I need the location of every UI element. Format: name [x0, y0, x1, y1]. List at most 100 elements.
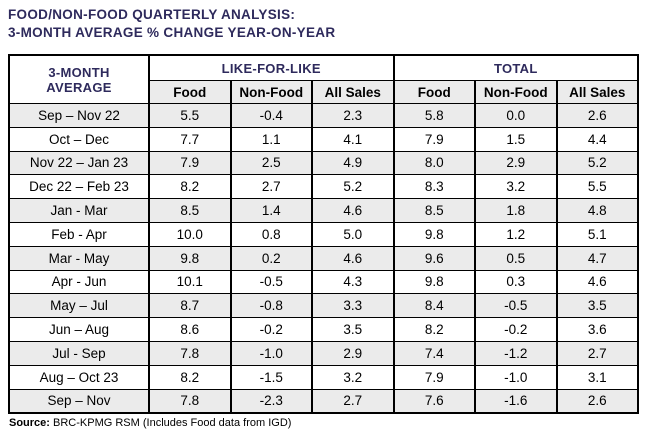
value-cell: 3.2: [311, 364, 395, 390]
value-cell: 7.7: [148, 126, 232, 152]
value-cell: 8.2: [148, 174, 232, 200]
value-cell: 9.8: [392, 221, 476, 247]
value-cell: 5.5: [555, 174, 639, 200]
value-cell: -1.2: [474, 340, 558, 366]
value-cell: 0.3: [474, 269, 558, 295]
column-header-total-allsales: All Sales: [555, 80, 639, 104]
corner-header-label: 3-MONTH AVERAGE: [46, 64, 112, 95]
column-header-lfl-allsales: All Sales: [311, 80, 395, 104]
value-cell: 4.7: [555, 245, 639, 271]
column-header-row: Food Non-Food All Sales Food Non-Food Al…: [9, 80, 639, 104]
table-row: Dec 22 – Feb 23 8.2 2.7 5.2 8.3 3.2 5.5: [8, 174, 639, 200]
column-header-total-nonfood: Non-Food: [474, 80, 558, 104]
page-title-line-1: FOOD/NON-FOOD QUARTERLY ANALYSIS:: [8, 7, 296, 22]
value-cell: 3.2: [474, 174, 558, 200]
period-cell: Sep – Nov: [8, 388, 150, 414]
value-cell: 2.3: [311, 103, 395, 128]
table-row: Jun – Aug 8.6 -0.2 3.5 8.2 -0.2 3.6: [8, 317, 639, 342]
source-label: Source:: [9, 417, 50, 430]
value-cell: 7.8: [148, 388, 232, 414]
value-cell: -1.5: [229, 364, 313, 390]
value-cell: 7.8: [148, 340, 232, 366]
period-cell: Aug – Oct 23: [8, 364, 150, 390]
value-cell: -1.6: [474, 388, 558, 414]
value-cell: 2.9: [474, 150, 558, 176]
value-cell: 2.5: [229, 150, 313, 176]
value-cell: 5.2: [311, 174, 395, 200]
source-text: BRC-KPMG RSM (Includes Food data from IG…: [53, 417, 292, 430]
value-cell: -0.8: [229, 293, 313, 319]
value-cell: 2.6: [555, 388, 639, 414]
value-cell: 4.6: [311, 245, 395, 271]
value-cell: -0.5: [229, 269, 313, 295]
value-cell: 8.0: [392, 150, 476, 176]
source-note: Source: BRC-KPMG RSM (Includes Food data…: [9, 417, 647, 429]
value-cell: 2.7: [311, 388, 395, 414]
period-cell: Jul - Sep: [8, 340, 150, 366]
period-cell: Apr - Jun: [8, 269, 150, 295]
column-header-total-food: Food: [392, 80, 476, 104]
value-cell: 2.6: [555, 103, 639, 128]
value-cell: 3.1: [555, 364, 639, 390]
table-row: May – Jul 8.7 -0.8 3.3 8.4 -0.5 3.5: [8, 293, 639, 319]
value-cell: 3.3: [311, 293, 395, 319]
column-group-like-for-like: LIKE-FOR-LIKE: [148, 54, 395, 81]
value-cell: 3.5: [311, 317, 395, 342]
value-cell: 8.3: [392, 174, 476, 200]
value-cell: 9.8: [148, 245, 232, 271]
value-cell: 1.8: [474, 198, 558, 223]
value-cell: 5.1: [555, 221, 639, 247]
period-cell: Oct – Dec: [8, 126, 150, 152]
value-cell: 7.6: [392, 388, 476, 414]
value-cell: -0.2: [229, 317, 313, 342]
value-cell: -0.4: [229, 103, 313, 128]
value-cell: 4.9: [311, 150, 395, 176]
column-group-header-row: 3-MONTH AVERAGE LIKE-FOR-LIKE TOTAL: [8, 54, 639, 104]
value-cell: 8.2: [392, 317, 476, 342]
value-cell: 3.6: [555, 317, 639, 342]
period-cell: Mar - May: [8, 245, 150, 271]
table-row: Oct – Dec 7.7 1.1 4.1 7.9 1.5 4.4: [8, 126, 639, 152]
table-row: Jan - Mar 8.5 1.4 4.6 8.5 1.8 4.8: [8, 198, 639, 223]
value-cell: 2.9: [311, 340, 395, 366]
value-cell: 8.4: [392, 293, 476, 319]
value-cell: 1.5: [474, 126, 558, 152]
table-row: Sep – Nov 7.8 -2.3 2.7 7.6 -1.6 2.6: [8, 388, 639, 414]
value-cell: 8.2: [148, 364, 232, 390]
table-row: Apr - Jun 10.1 -0.5 4.3 9.8 0.3 4.6: [8, 269, 639, 295]
value-cell: 1.2: [474, 221, 558, 247]
value-cell: 7.9: [392, 364, 476, 390]
column-group-total: TOTAL: [392, 54, 639, 81]
value-cell: 5.2: [555, 150, 639, 176]
column-header-lfl-nonfood: Non-Food: [229, 80, 313, 104]
value-cell: 4.1: [311, 126, 395, 152]
table-row: Feb - Apr 10.0 0.8 5.0 9.8 1.2 5.1: [8, 221, 639, 247]
value-cell: 7.9: [392, 126, 476, 152]
value-cell: -1.0: [474, 364, 558, 390]
value-cell: 4.4: [555, 126, 639, 152]
period-cell: Dec 22 – Feb 23: [8, 174, 150, 200]
value-cell: 4.6: [555, 269, 639, 295]
value-cell: 9.8: [392, 269, 476, 295]
table-row: Aug – Oct 23 8.2 -1.5 3.2 7.9 -1.0 3.1: [8, 364, 639, 390]
value-cell: 2.7: [229, 174, 313, 200]
table-row: Jul - Sep 7.8 -1.0 2.9 7.4 -1.2 2.7: [8, 340, 639, 366]
quarterly-analysis-table: 3-MONTH AVERAGE LIKE-FOR-LIKE TOTAL Food…: [8, 54, 639, 415]
value-cell: -0.2: [474, 317, 558, 342]
period-cell: Jun – Aug: [8, 317, 150, 342]
value-cell: -1.0: [229, 340, 313, 366]
value-cell: 10.1: [148, 269, 232, 295]
period-cell: Sep – Nov 22: [8, 103, 150, 128]
column-header-lfl-food: Food: [148, 80, 232, 104]
value-cell: 9.6: [392, 245, 476, 271]
value-cell: 5.8: [392, 103, 476, 128]
value-cell: 2.7: [555, 340, 639, 366]
table-body: Sep – Nov 22 5.5 -0.4 2.3 5.8 0.0 2.6 Oct – Dec…: [8, 103, 639, 414]
value-cell: 0.2: [229, 245, 313, 271]
table-row: Mar - May 9.8 0.2 4.6 9.6 0.5 4.7: [8, 245, 639, 271]
value-cell: -0.5: [474, 293, 558, 319]
value-cell: 8.5: [392, 198, 476, 223]
period-cell: May – Jul: [8, 293, 150, 319]
value-cell: 4.6: [311, 198, 395, 223]
